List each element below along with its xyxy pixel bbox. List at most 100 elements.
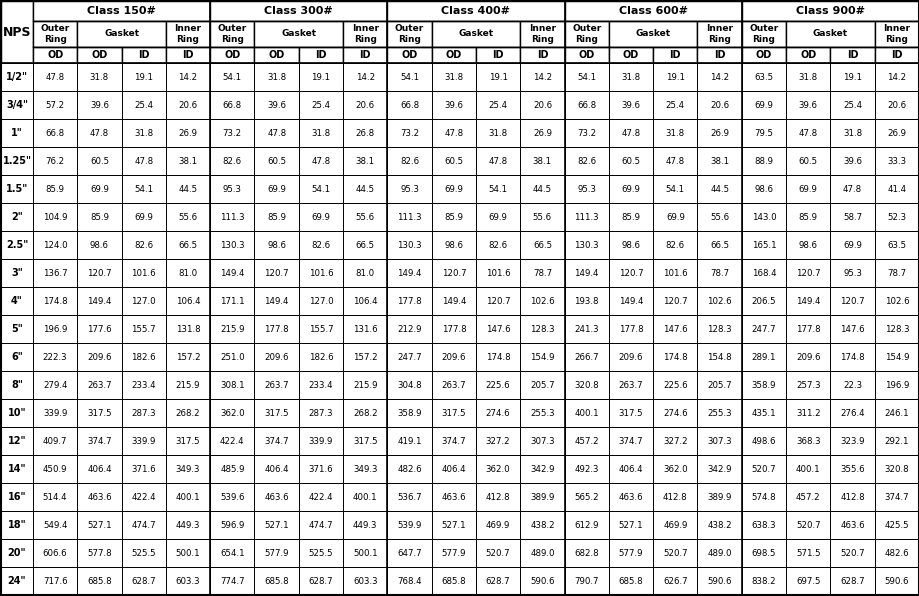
- Text: ID: ID: [669, 50, 680, 60]
- Bar: [785, 371, 830, 399]
- Bar: [431, 483, 475, 511]
- Text: 339.9: 339.9: [131, 436, 155, 445]
- Text: 206.5: 206.5: [751, 296, 776, 306]
- Bar: [387, 1, 564, 21]
- Bar: [741, 203, 785, 231]
- Bar: [564, 287, 608, 315]
- Text: 31.8: 31.8: [311, 129, 330, 138]
- Text: 120.7: 120.7: [441, 269, 466, 278]
- Bar: [475, 539, 520, 567]
- Text: 19.1: 19.1: [312, 73, 330, 82]
- Text: 182.6: 182.6: [308, 352, 333, 362]
- Bar: [343, 315, 387, 343]
- Bar: [165, 315, 210, 343]
- Bar: [33, 427, 77, 455]
- Text: 474.7: 474.7: [131, 520, 156, 529]
- Text: 358.9: 358.9: [397, 408, 421, 418]
- Text: 31.8: 31.8: [665, 129, 684, 138]
- Bar: [165, 119, 210, 147]
- Text: 498.6: 498.6: [751, 436, 776, 445]
- Text: 14.2: 14.2: [709, 73, 729, 82]
- Text: 154.9: 154.9: [529, 352, 554, 362]
- Text: 54.1: 54.1: [488, 185, 507, 194]
- Text: 63.5: 63.5: [754, 73, 773, 82]
- Text: 422.4: 422.4: [308, 492, 333, 501]
- Bar: [874, 371, 918, 399]
- Bar: [33, 47, 77, 63]
- Bar: [33, 147, 77, 175]
- Text: 590.6: 590.6: [529, 576, 554, 585]
- Text: 371.6: 371.6: [308, 464, 333, 473]
- Text: 111.3: 111.3: [220, 213, 244, 222]
- Text: 177.8: 177.8: [441, 324, 466, 334]
- Text: 292.1: 292.1: [884, 436, 908, 445]
- Bar: [343, 21, 387, 47]
- Text: 31.8: 31.8: [90, 73, 108, 82]
- Bar: [475, 203, 520, 231]
- Bar: [255, 203, 299, 231]
- Bar: [785, 427, 830, 455]
- Bar: [165, 343, 210, 371]
- Text: 603.3: 603.3: [353, 576, 377, 585]
- Text: ID: ID: [713, 50, 724, 60]
- Bar: [1, 91, 33, 119]
- Bar: [255, 21, 343, 47]
- Text: 14.2: 14.2: [356, 73, 374, 82]
- Text: 317.5: 317.5: [353, 436, 377, 445]
- Text: 147.6: 147.6: [839, 324, 864, 334]
- Bar: [343, 259, 387, 287]
- Text: Gasket: Gasket: [104, 29, 139, 39]
- Bar: [697, 63, 741, 91]
- Text: 20.6: 20.6: [886, 101, 905, 110]
- Bar: [343, 231, 387, 259]
- Text: 20.6: 20.6: [178, 101, 198, 110]
- Text: 389.9: 389.9: [529, 492, 554, 501]
- Bar: [255, 119, 299, 147]
- Bar: [564, 483, 608, 511]
- Bar: [210, 343, 255, 371]
- Text: 193.8: 193.8: [573, 296, 598, 306]
- Bar: [652, 259, 697, 287]
- Bar: [520, 203, 564, 231]
- Text: 307.3: 307.3: [707, 436, 732, 445]
- Text: Class 600#: Class 600#: [618, 6, 686, 16]
- Bar: [520, 287, 564, 315]
- Text: 449.3: 449.3: [353, 520, 377, 529]
- Bar: [299, 315, 343, 343]
- Bar: [121, 483, 165, 511]
- Bar: [785, 455, 830, 483]
- Bar: [741, 231, 785, 259]
- Bar: [387, 147, 431, 175]
- Bar: [475, 175, 520, 203]
- Text: Gasket: Gasket: [281, 29, 316, 39]
- Bar: [1, 539, 33, 567]
- Bar: [608, 147, 652, 175]
- Bar: [564, 427, 608, 455]
- Text: 374.7: 374.7: [441, 436, 466, 445]
- Bar: [785, 287, 830, 315]
- Text: 55.6: 55.6: [356, 213, 374, 222]
- Bar: [343, 119, 387, 147]
- Bar: [608, 371, 652, 399]
- Bar: [520, 21, 564, 47]
- Text: 47.8: 47.8: [665, 157, 684, 166]
- Bar: [785, 119, 830, 147]
- Text: 389.9: 389.9: [707, 492, 731, 501]
- Text: 149.4: 149.4: [397, 269, 421, 278]
- Text: 255.3: 255.3: [707, 408, 732, 418]
- Bar: [874, 483, 918, 511]
- Bar: [564, 47, 608, 63]
- Text: 577.9: 577.9: [441, 548, 466, 557]
- Bar: [165, 147, 210, 175]
- Text: ID: ID: [891, 50, 902, 60]
- Text: 57.2: 57.2: [46, 101, 64, 110]
- Bar: [255, 147, 299, 175]
- Text: 85.9: 85.9: [444, 213, 463, 222]
- Text: 327.2: 327.2: [663, 436, 686, 445]
- Text: 120.7: 120.7: [663, 296, 686, 306]
- Bar: [697, 399, 741, 427]
- Text: Inner
Ring: Inner Ring: [882, 24, 910, 44]
- Text: OD: OD: [224, 50, 240, 60]
- Bar: [785, 343, 830, 371]
- Text: 26.9: 26.9: [532, 129, 551, 138]
